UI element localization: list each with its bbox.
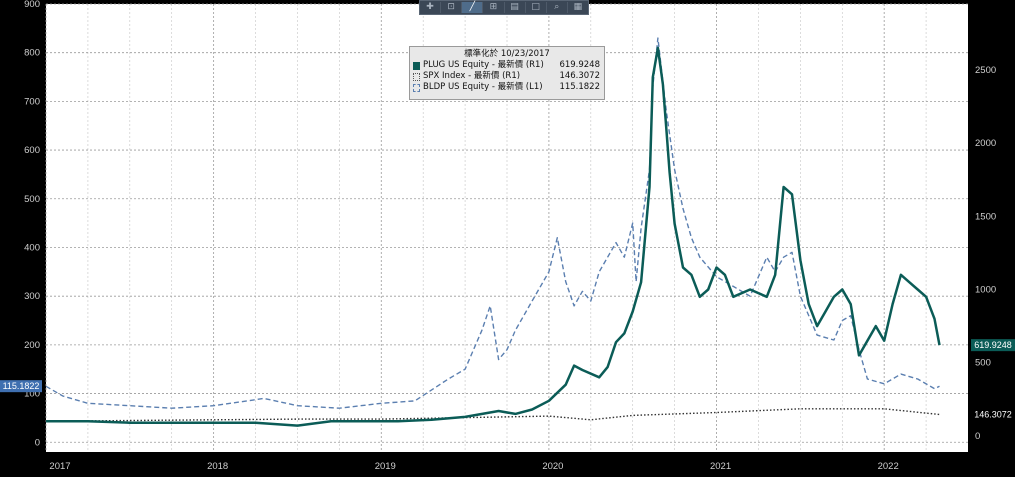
legend-item-bldp[interactable]: BLDP US Equity - 最新價 (L1) 115.1822 xyxy=(410,82,604,93)
last-value-label: 619.9248 xyxy=(974,340,1012,350)
x-axis-tick-label: 2018 xyxy=(207,461,228,472)
left-axis-tick-label: 900 xyxy=(24,0,40,10)
legend-value-spx: 146.3072 xyxy=(559,71,600,81)
series-line-bldp xyxy=(45,37,940,409)
left-axis-tick-label: 800 xyxy=(24,48,40,59)
legend-title: 標準化於 10/23/2017 xyxy=(464,49,550,59)
left-axis-tick-label: 700 xyxy=(24,96,40,107)
last-value-label: 146.3072 xyxy=(974,409,1012,419)
left-axis-tick-label: 300 xyxy=(24,291,40,302)
left-axis-tick-label: 200 xyxy=(24,340,40,351)
indicator-button[interactable]: ⊞ xyxy=(483,2,505,13)
legend-swatch-bldp xyxy=(413,83,420,92)
last-value-badge xyxy=(971,408,1015,421)
x-axis-tick-label: 2021 xyxy=(710,461,731,472)
last-value-label: 115.1822 xyxy=(3,381,40,391)
last-value-badge xyxy=(0,380,42,393)
chart-toolbar: ✚ ⊡ ╱ ⊞ ▤ □ ⌕ ▦ xyxy=(419,0,589,15)
crosshair-tool-button[interactable]: ✚ xyxy=(420,2,442,13)
legend-swatch-spx xyxy=(413,72,420,81)
x-axis-tick-label: 2022 xyxy=(878,461,899,472)
right-axis-tick-label: 2500 xyxy=(975,65,996,76)
x-axis-tick-label: 2017 xyxy=(49,461,70,472)
right-axis-tick-label: 1500 xyxy=(975,211,996,222)
left-axis-tick-label: 500 xyxy=(24,194,40,205)
legend-item-plug[interactable]: PLUG US Equity - 最新價 (R1) 619.9248 xyxy=(410,60,604,71)
last-value-badge xyxy=(971,339,1015,352)
legend-label-plug: PLUG US Equity - 最新價 (R1) xyxy=(423,60,544,70)
chart-legend: 標準化於 10/23/2017 PLUG US Equity - 最新價 (R1… xyxy=(409,46,605,100)
draw-line-button[interactable]: ╱ xyxy=(462,2,484,13)
legend-value-plug: 619.9248 xyxy=(559,60,600,70)
settings-button[interactable]: ▦ xyxy=(573,2,583,12)
left-axis-tick-label: 100 xyxy=(24,389,40,400)
right-axis-tick-label: 500 xyxy=(975,358,991,369)
legend-item-spx[interactable]: SPX Index - 最新價 (R1) 146.3072 xyxy=(410,71,604,82)
right-axis-tick-label: 2000 xyxy=(975,138,996,149)
legend-label-bldp: BLDP US Equity - 最新價 (L1) xyxy=(423,82,543,92)
right-axis-tick-label: 0 xyxy=(975,431,980,442)
left-axis-tick-label: 0 xyxy=(35,437,40,448)
x-axis-tick-label: 2019 xyxy=(375,461,396,472)
left-axis-tick-label: 600 xyxy=(24,145,40,156)
legend-swatch-plug xyxy=(413,61,420,70)
annotate-button[interactable]: ▤ xyxy=(505,2,526,13)
right-axis-tick-label: 1000 xyxy=(975,284,996,295)
series-line-plug xyxy=(46,46,941,427)
legend-value-bldp: 115.1822 xyxy=(559,82,600,92)
left-axis-tick-label: 400 xyxy=(24,242,40,253)
zoom-tool-button[interactable]: ⊡ xyxy=(441,2,463,13)
panel-button[interactable]: □ xyxy=(526,2,547,13)
x-axis-tick-label: 2020 xyxy=(542,461,563,472)
search-button[interactable]: ⌕ xyxy=(547,2,568,13)
legend-label-spx: SPX Index - 最新價 (R1) xyxy=(423,71,521,81)
